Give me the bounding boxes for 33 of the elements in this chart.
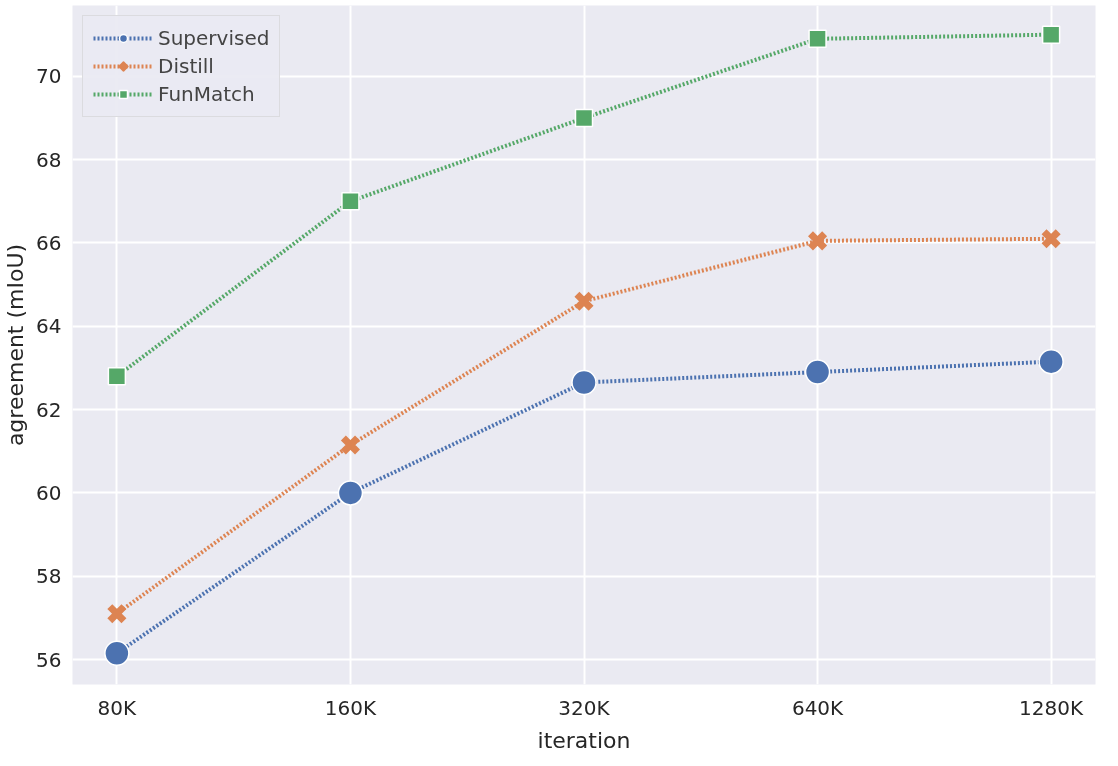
y-tick-label: 68 (36, 147, 62, 172)
y-tick-label: 62 (36, 397, 62, 422)
point (571, 369, 597, 396)
point (574, 108, 594, 128)
point (337, 480, 364, 506)
point (1040, 228, 1062, 250)
point (1038, 348, 1064, 375)
legend-label: Distill (158, 54, 214, 78)
y-tick-label: 66 (36, 230, 62, 255)
y-tick-label: 64 (36, 314, 62, 339)
x-tick-label: 160K (324, 695, 377, 720)
y-axis-title: agreement (mIoU) (3, 243, 29, 447)
point (341, 192, 360, 211)
point (806, 230, 829, 252)
point (573, 290, 595, 312)
x-tick-label: 1280K (1019, 695, 1085, 720)
x-tick-label: 320K (558, 695, 611, 720)
y-tick-label: 60 (36, 480, 62, 505)
point (107, 366, 127, 386)
y-tick-label: 56 (36, 647, 62, 672)
point (104, 640, 130, 666)
point (804, 359, 831, 385)
point (808, 29, 827, 49)
point (1041, 25, 1061, 44)
legend-label: Supervised (158, 26, 270, 50)
point (106, 603, 128, 625)
x-tick-label: 80K (97, 695, 138, 720)
y-tick-label: 58 (36, 564, 62, 589)
y-tick-label: 70 (36, 64, 62, 89)
point (339, 434, 362, 456)
legend-label: FunMatch (158, 82, 255, 106)
x-axis-title: iteration (537, 727, 631, 753)
x-tick-label: 640K (791, 695, 845, 720)
